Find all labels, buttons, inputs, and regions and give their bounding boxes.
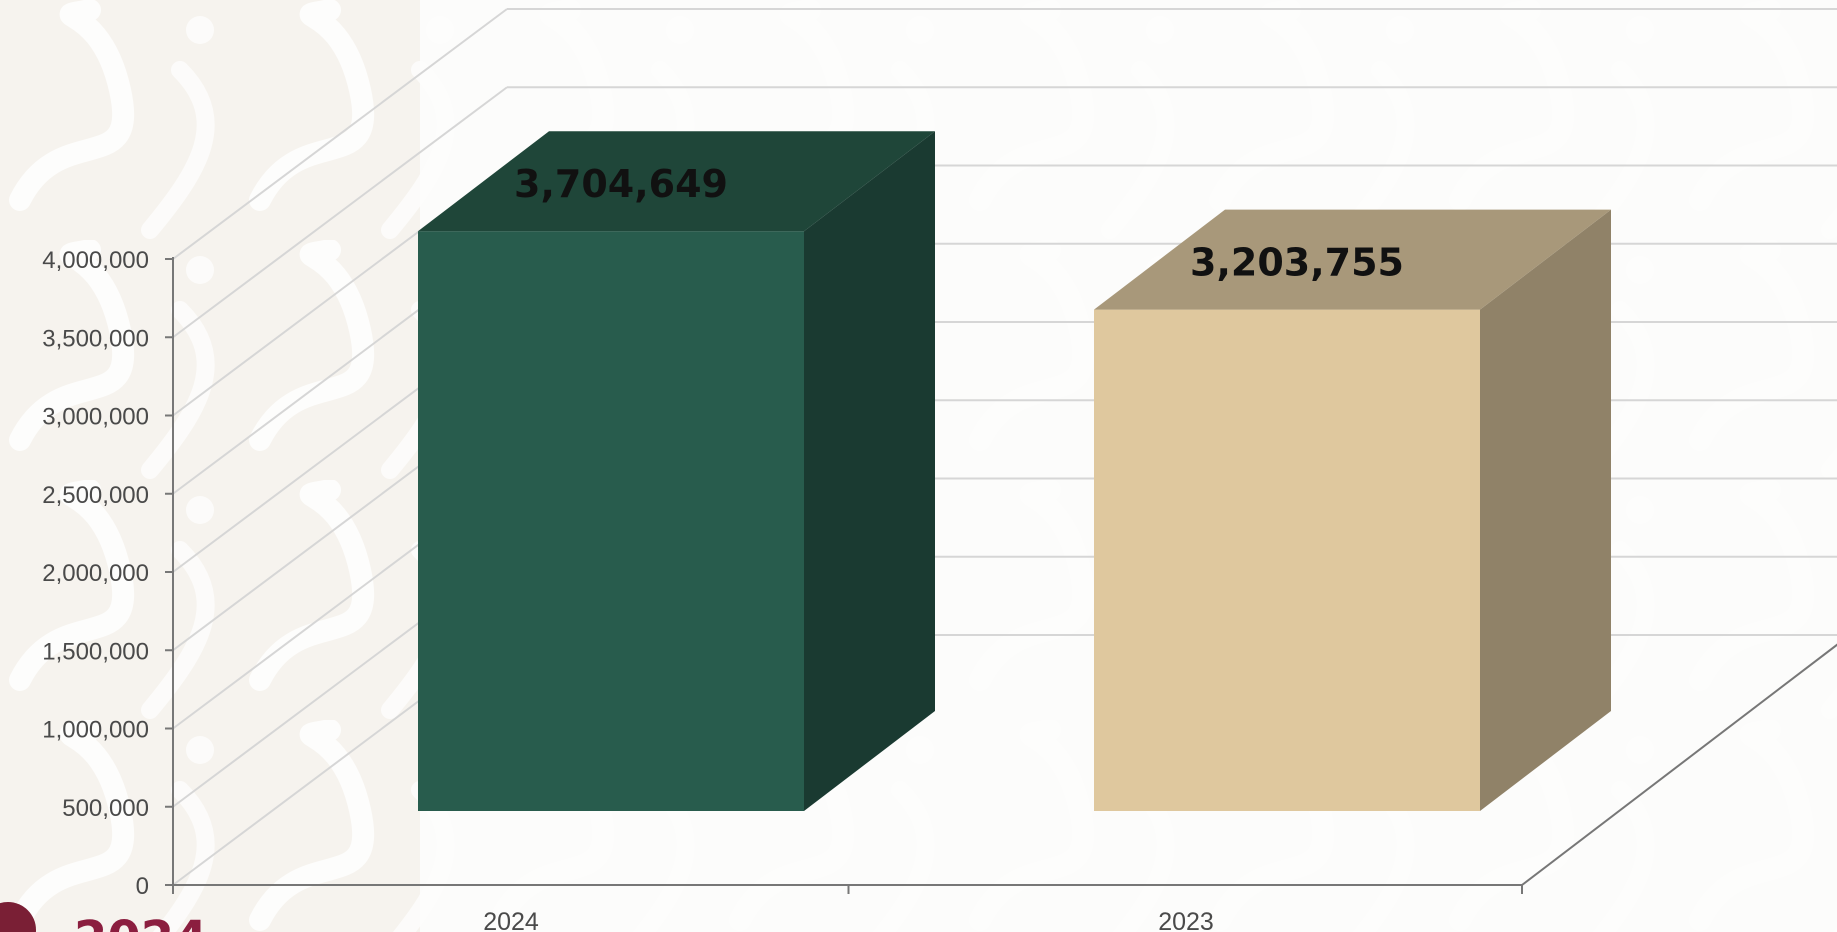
axes: [165, 257, 1837, 894]
x-category-label-2023: 2023: [1158, 908, 1214, 932]
y-tick-label: 3,000,000: [42, 404, 149, 431]
y-tick-label: 3,500,000: [42, 325, 149, 352]
gridline-side: [172, 8, 508, 260]
bar-side-face: [804, 131, 935, 812]
y-tick-label: 4,000,000: [42, 247, 149, 274]
bar-top-face: [1094, 209, 1611, 310]
y-tick-label: 1,000,000: [42, 717, 149, 744]
bar-front-face: [1094, 309, 1480, 811]
y-tick-label: 0: [136, 873, 149, 900]
logo: 2024: [0, 902, 208, 932]
y-tick-label: 2,500,000: [42, 482, 149, 509]
x-category-label-2024: 2024: [483, 908, 539, 932]
bar-2024: [418, 131, 935, 812]
bars: [418, 131, 1611, 812]
y-tick-label: 2,000,000: [42, 560, 149, 587]
data-label-2024: 3,704,649: [514, 162, 728, 206]
bar-front-face: [418, 231, 804, 812]
bar-top-face: [418, 131, 935, 232]
y-tick-label: 500,000: [62, 795, 149, 822]
logo-emblem: [0, 902, 36, 932]
data-label-2023: 3,203,755: [1190, 241, 1404, 285]
labels: 0 500,000 1,000,000 1,500,000 2,000,000 2,500…: [42, 162, 1404, 932]
logo-text: 2024: [74, 911, 208, 932]
y-tick-label: 1,500,000: [42, 638, 149, 665]
bar-2023: [1094, 209, 1611, 812]
floor-right-edge: [1521, 643, 1837, 886]
gridline-side: [172, 86, 508, 339]
bar-side-face: [1480, 209, 1611, 812]
